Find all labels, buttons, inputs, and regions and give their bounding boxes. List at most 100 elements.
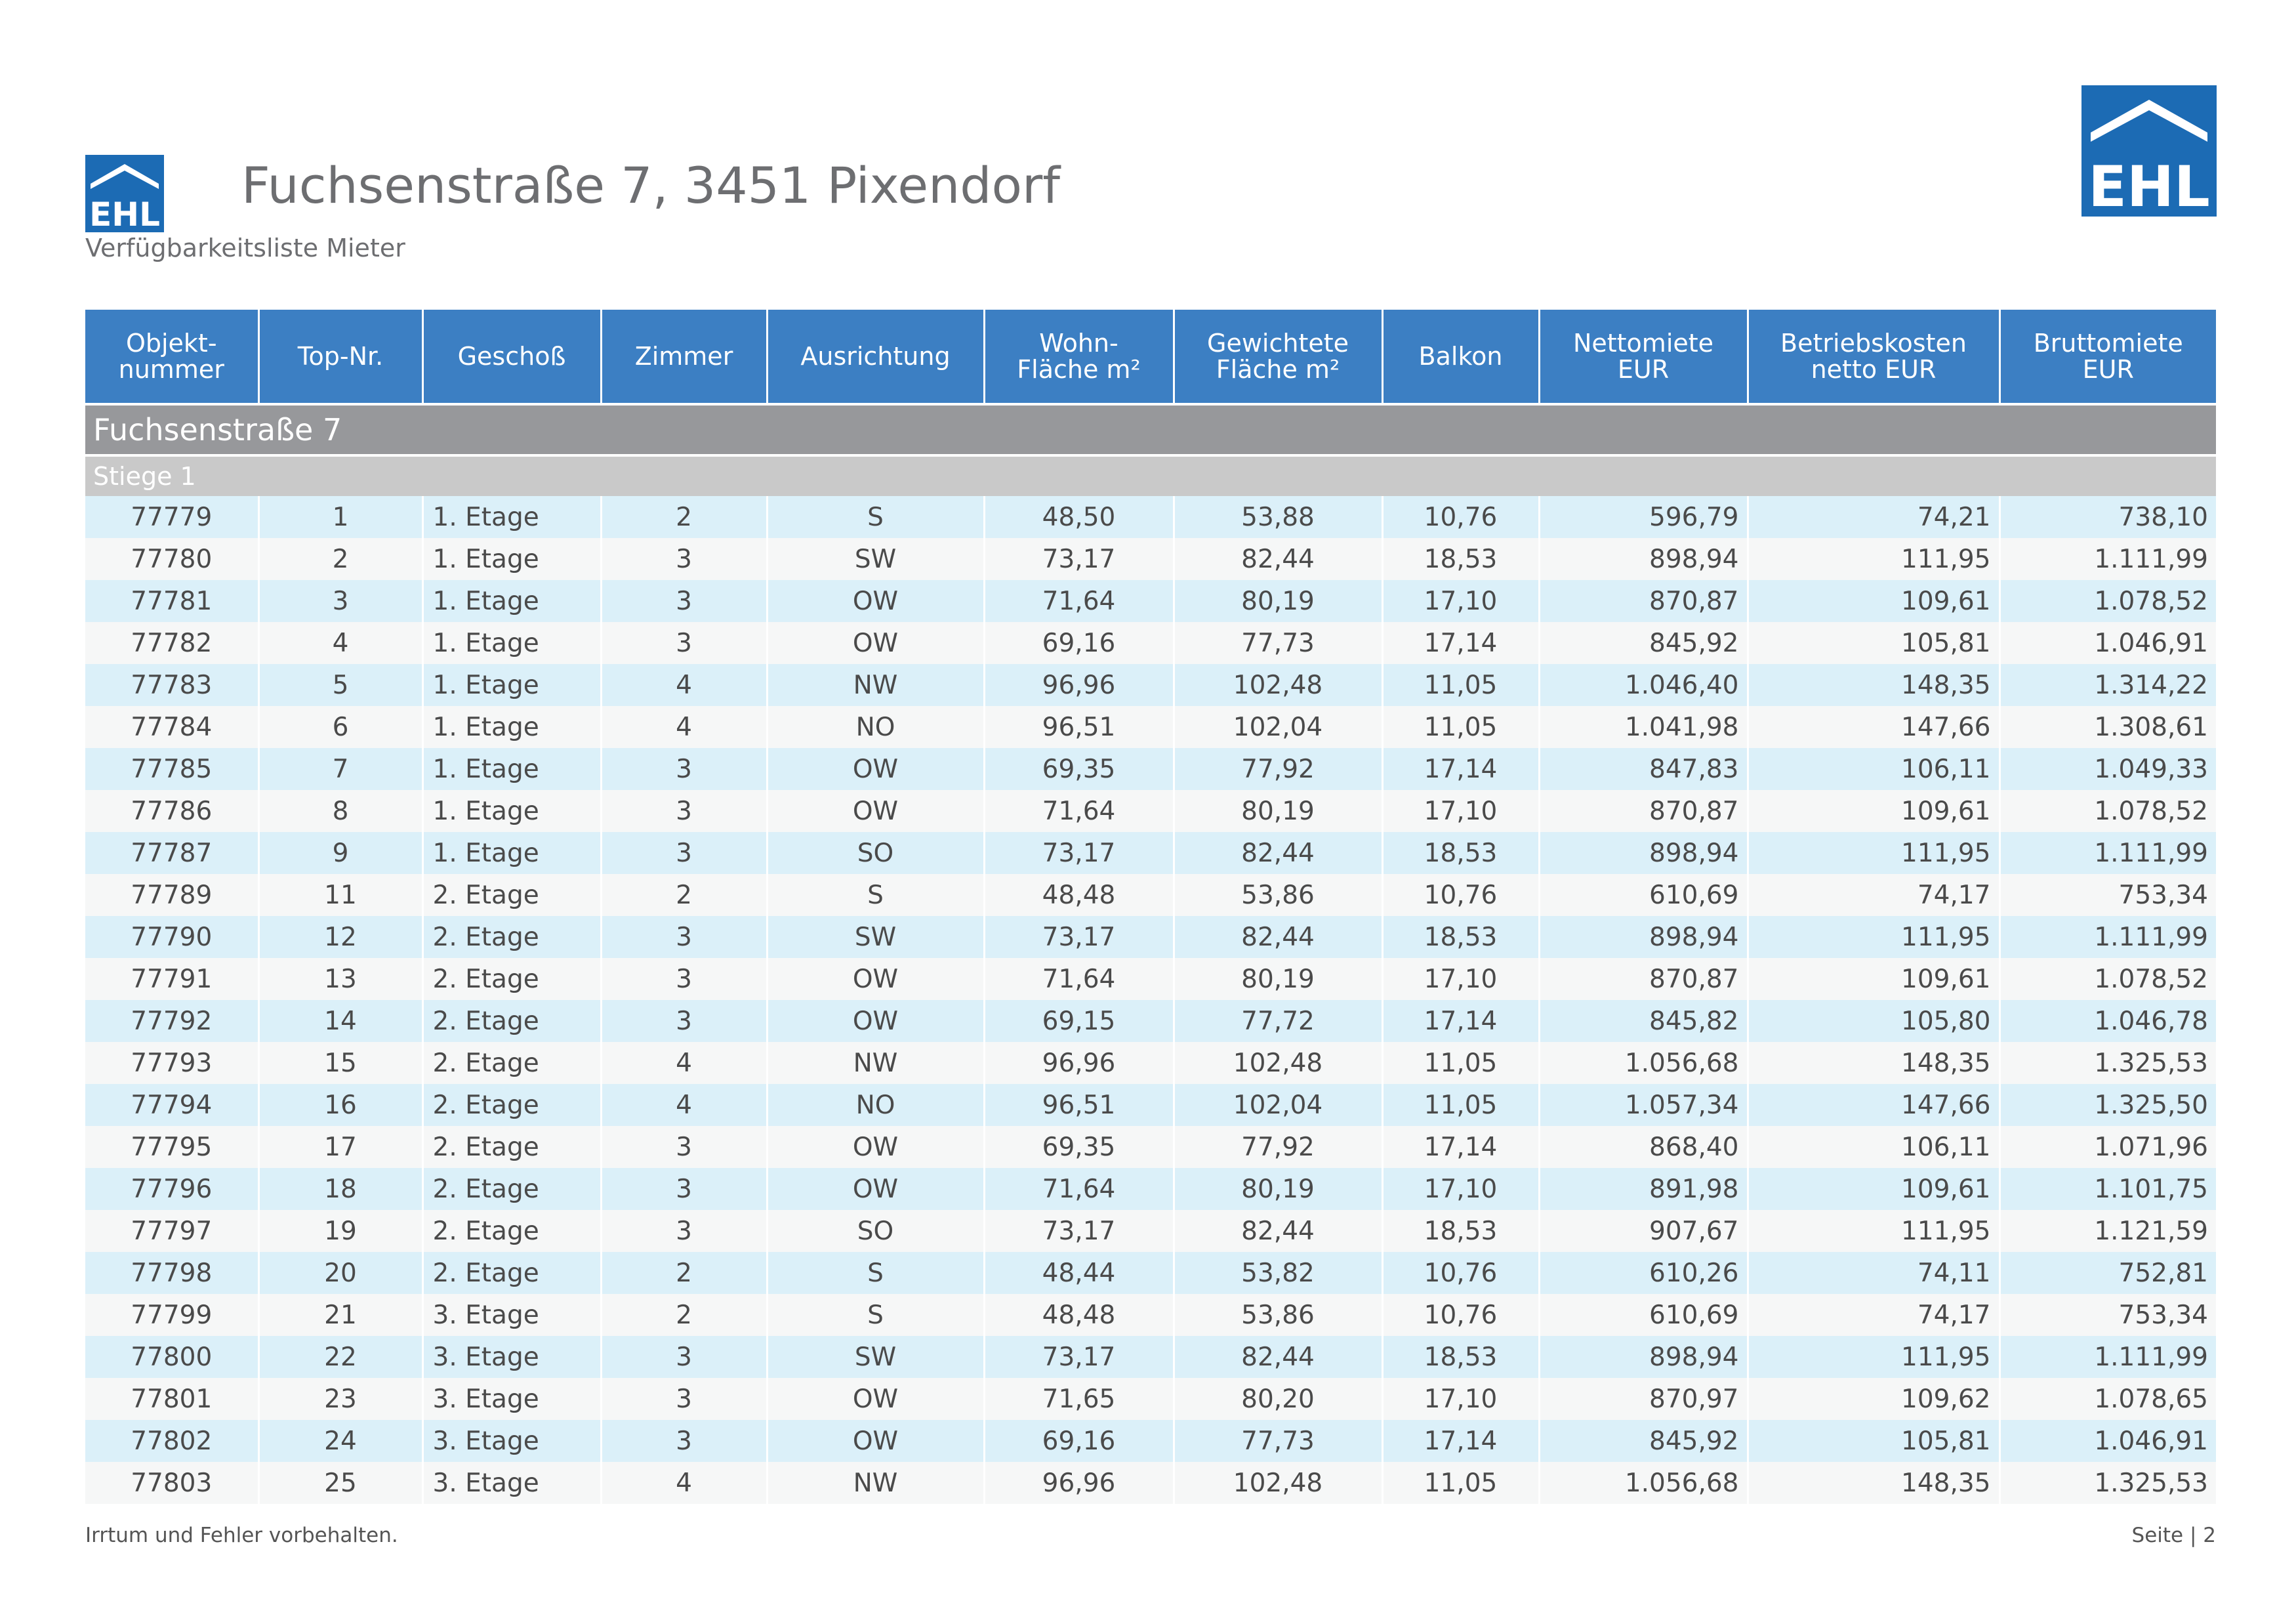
cell-ausrichtung: SW <box>766 538 984 580</box>
table-row: 77799 21 3. Etage 2 S 48,48 53,86 10,76 610,69 74… <box>85 1294 2216 1336</box>
cell-balkon: 11,05 <box>1381 1042 1539 1084</box>
cell-nettomiete: 898,94 <box>1538 916 1748 958</box>
cell-geschoss: 2. Etage <box>421 958 601 1000</box>
building-name: Fuchsenstraße 7 <box>85 403 2216 455</box>
cell-balkon: 10,76 <box>1381 1294 1539 1336</box>
cell-ausrichtung: OW <box>766 1420 984 1462</box>
cell-wohnflaeche: 96,96 <box>983 1462 1174 1504</box>
cell-wohnflaeche: 71,64 <box>983 958 1174 1000</box>
cell-top-nr: 22 <box>257 1336 422 1378</box>
cell-objektnummer: 77794 <box>85 1084 258 1126</box>
cell-betriebskosten: 111,95 <box>1746 916 1999 958</box>
cell-objektnummer: 77796 <box>85 1168 258 1210</box>
cell-gewichtete-flaeche: 102,48 <box>1172 1462 1382 1504</box>
cell-nettomiete: 847,83 <box>1538 748 1748 790</box>
cell-zimmer: 2 <box>600 496 767 538</box>
footer-disclaimer: Irrtum und Fehler vorbehalten. <box>85 1524 398 1547</box>
cell-top-nr: 15 <box>257 1042 422 1084</box>
cell-zimmer: 3 <box>600 790 767 832</box>
cell-zimmer: 3 <box>600 1168 767 1210</box>
cell-zimmer: 3 <box>600 1420 767 1462</box>
cell-nettomiete: 845,92 <box>1538 1420 1748 1462</box>
cell-betriebskosten: 111,95 <box>1746 1336 1999 1378</box>
cell-ausrichtung: OW <box>766 1378 984 1420</box>
cell-objektnummer: 77791 <box>85 958 258 1000</box>
cell-wohnflaeche: 73,17 <box>983 916 1174 958</box>
cell-betriebskosten: 106,11 <box>1746 748 1999 790</box>
cell-geschoss: 2. Etage <box>421 874 601 916</box>
cell-balkon: 11,05 <box>1381 1084 1539 1126</box>
cell-top-nr: 3 <box>257 580 422 622</box>
cell-wohnflaeche: 69,35 <box>983 748 1174 790</box>
cell-balkon: 18,53 <box>1381 832 1539 874</box>
cell-objektnummer: 77802 <box>85 1420 258 1462</box>
table-row: 77779 1 1. Etage 2 S 48,50 53,88 10,76 596,79 74,… <box>85 496 2216 538</box>
cell-bruttomiete: 1.121,59 <box>1998 1210 2216 1252</box>
cell-nettomiete: 610,26 <box>1538 1252 1748 1294</box>
cell-balkon: 18,53 <box>1381 538 1539 580</box>
cell-betriebskosten: 109,61 <box>1746 790 1999 832</box>
cell-betriebskosten: 106,11 <box>1746 1126 1999 1168</box>
table-row: 77798 20 2. Etage 2 S 48,44 53,82 10,76 610,26 74… <box>85 1252 2216 1294</box>
cell-gewichtete-flaeche: 53,86 <box>1172 874 1382 916</box>
cell-betriebskosten: 105,80 <box>1746 1000 1999 1042</box>
cell-ausrichtung: SW <box>766 916 984 958</box>
table-row: 77801 23 3. Etage 3 OW 71,65 80,20 17,10 870,97 1… <box>85 1378 2216 1420</box>
cell-bruttomiete: 1.101,75 <box>1998 1168 2216 1210</box>
cell-bruttomiete: 1.325,50 <box>1998 1084 2216 1126</box>
cell-wohnflaeche: 96,96 <box>983 1042 1174 1084</box>
cell-wohnflaeche: 96,96 <box>983 664 1174 706</box>
cell-betriebskosten: 74,17 <box>1746 1294 1999 1336</box>
cell-balkon: 11,05 <box>1381 706 1539 748</box>
cell-bruttomiete: 752,81 <box>1998 1252 2216 1294</box>
col-objektnummer: Objekt- nummer <box>85 310 258 404</box>
cell-bruttomiete: 1.111,99 <box>1998 832 2216 874</box>
cell-top-nr: 12 <box>257 916 422 958</box>
cell-top-nr: 20 <box>257 1252 422 1294</box>
cell-nettomiete: 898,94 <box>1538 832 1748 874</box>
cell-zimmer: 4 <box>600 664 767 706</box>
cell-ausrichtung: NO <box>766 1084 984 1126</box>
table-row: 77792 14 2. Etage 3 OW 69,15 77,72 17,14 845,82 1… <box>85 1000 2216 1042</box>
cell-zimmer: 3 <box>600 1210 767 1252</box>
cell-zimmer: 2 <box>600 1294 767 1336</box>
cell-geschoss: 2. Etage <box>421 1252 601 1294</box>
table-row: 77791 13 2. Etage 3 OW 71,64 80,19 17,10 870,87 1… <box>85 958 2216 1000</box>
cell-balkon: 17,10 <box>1381 1168 1539 1210</box>
cell-balkon: 17,10 <box>1381 1378 1539 1420</box>
page-subtitle: Verfügbarkeitsliste Mieter <box>85 234 405 262</box>
cell-gewichtete-flaeche: 80,20 <box>1172 1378 1382 1420</box>
cell-ausrichtung: OW <box>766 748 984 790</box>
cell-top-nr: 16 <box>257 1084 422 1126</box>
cell-gewichtete-flaeche: 77,72 <box>1172 1000 1382 1042</box>
cell-ausrichtung: S <box>766 1252 984 1294</box>
building-group-row: Fuchsenstraße 7 <box>85 403 2216 455</box>
cell-balkon: 17,14 <box>1381 1420 1539 1462</box>
cell-balkon: 17,10 <box>1381 790 1539 832</box>
stair-name: Stiege 1 <box>85 454 2216 496</box>
cell-geschoss: 3. Etage <box>421 1462 601 1504</box>
cell-gewichtete-flaeche: 102,48 <box>1172 1042 1382 1084</box>
cell-zimmer: 4 <box>600 1462 767 1504</box>
cell-wohnflaeche: 69,35 <box>983 1126 1174 1168</box>
table-row: 77781 3 1. Etage 3 OW 71,64 80,19 17,10 870,87 10… <box>85 580 2216 622</box>
cell-bruttomiete: 1.308,61 <box>1998 706 2216 748</box>
cell-bruttomiete: 1.325,53 <box>1998 1462 2216 1504</box>
cell-objektnummer: 77782 <box>85 622 258 664</box>
cell-wohnflaeche: 96,51 <box>983 1084 1174 1126</box>
cell-objektnummer: 77786 <box>85 790 258 832</box>
cell-betriebskosten: 148,35 <box>1746 1042 1999 1084</box>
table-row: 77786 8 1. Etage 3 OW 71,64 80,19 17,10 870,87 10… <box>85 790 2216 832</box>
cell-balkon: 18,53 <box>1381 1336 1539 1378</box>
cell-ausrichtung: SO <box>766 832 984 874</box>
cell-wohnflaeche: 73,17 <box>983 832 1174 874</box>
cell-geschoss: 1. Etage <box>421 790 601 832</box>
cell-balkon: 10,76 <box>1381 874 1539 916</box>
cell-zimmer: 2 <box>600 874 767 916</box>
cell-balkon: 11,05 <box>1381 664 1539 706</box>
cell-geschoss: 1. Etage <box>421 538 601 580</box>
cell-betriebskosten: 111,95 <box>1746 832 1999 874</box>
cell-gewichtete-flaeche: 77,92 <box>1172 748 1382 790</box>
cell-ausrichtung: OW <box>766 1168 984 1210</box>
cell-nettomiete: 610,69 <box>1538 1294 1748 1336</box>
